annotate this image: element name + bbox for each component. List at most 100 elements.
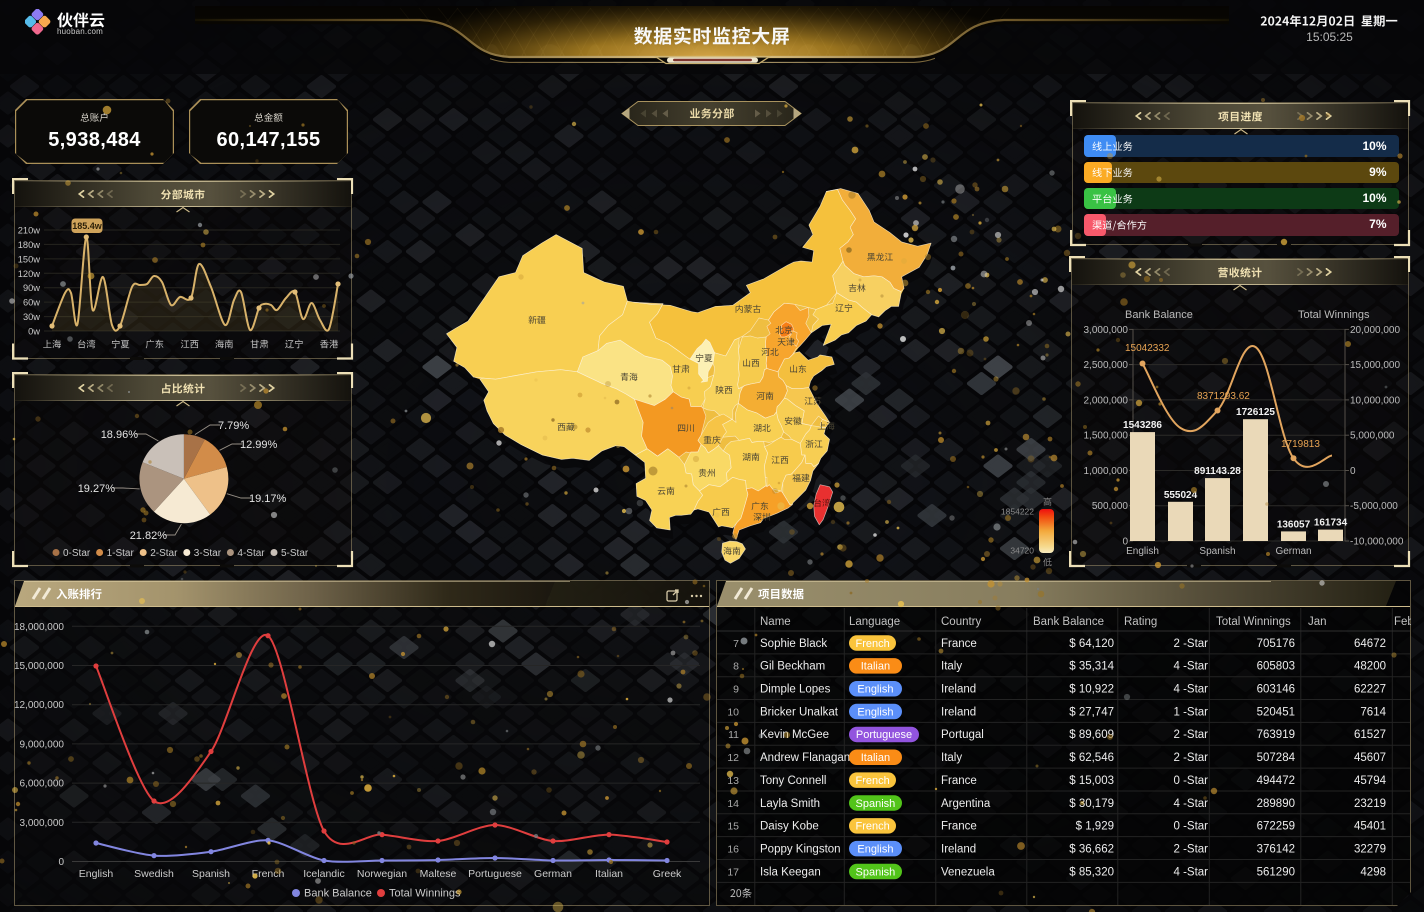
svg-text:1726125: 1726125	[1236, 407, 1275, 418]
svg-text:$ 27,747: $ 27,747	[1069, 706, 1114, 718]
svg-text:34720: 34720	[1010, 546, 1034, 556]
svg-text:Portuguese: Portuguese	[856, 729, 912, 741]
svg-text:Feb: Feb	[1394, 616, 1411, 628]
svg-text:Layla Smith: Layla Smith	[760, 798, 820, 810]
svg-text:Norwegian: Norwegian	[357, 868, 407, 880]
svg-text:1,500,000: 1,500,000	[1084, 431, 1129, 442]
svg-text:672259: 672259	[1257, 821, 1295, 833]
svg-text:0w: 0w	[28, 327, 40, 337]
svg-text:Portugal: Portugal	[941, 729, 984, 741]
svg-text:500,000: 500,000	[1092, 501, 1129, 512]
svg-text:0: 0	[1350, 466, 1356, 477]
svg-text:185.4w: 185.4w	[72, 221, 103, 231]
svg-text:Maltese: Maltese	[420, 868, 457, 880]
svg-text:1543286: 1543286	[1123, 420, 1162, 431]
svg-text:494472: 494472	[1257, 775, 1295, 787]
svg-text:$ 30,179: $ 30,179	[1069, 798, 1114, 810]
svg-text:Bank Balance: Bank Balance	[1033, 616, 1104, 628]
svg-text:German: German	[1275, 546, 1311, 557]
svg-text:0: 0	[58, 857, 64, 868]
svg-text:Daisy Kobe: Daisy Kobe	[760, 821, 819, 833]
svg-text:English: English	[857, 684, 893, 696]
svg-text:Total Winnings: Total Winnings	[389, 888, 461, 900]
svg-text:Gil Beckham: Gil Beckham	[760, 661, 825, 673]
svg-text:Spanish: Spanish	[856, 866, 896, 878]
svg-text:Spanish: Spanish	[192, 868, 230, 880]
svg-text:$ 15,003: $ 15,003	[1069, 775, 1114, 787]
svg-text:French: French	[855, 775, 889, 787]
svg-text:180w: 180w	[18, 240, 41, 250]
svg-text:705176: 705176	[1257, 638, 1295, 650]
svg-text:-5,000,000: -5,000,000	[1350, 501, 1398, 512]
svg-text:4 -Star: 4 -Star	[1173, 661, 1208, 673]
svg-text:Andrew Flanagan: Andrew Flanagan	[760, 752, 850, 764]
svg-text:Dimple Lopes: Dimple Lopes	[760, 684, 831, 696]
svg-text:603146: 603146	[1257, 684, 1295, 696]
svg-text:$ 64,120: $ 64,120	[1069, 638, 1114, 650]
svg-text:Isla Keegan: Isla Keegan	[760, 866, 821, 878]
svg-text:60w: 60w	[23, 298, 40, 308]
svg-text:555024: 555024	[1164, 490, 1198, 501]
svg-text:English: English	[857, 843, 893, 855]
svg-text:48200: 48200	[1354, 661, 1386, 673]
svg-text:$ 89,609: $ 89,609	[1069, 729, 1114, 741]
svg-text:3,000,000: 3,000,000	[1084, 325, 1129, 336]
svg-text:Italian: Italian	[861, 661, 890, 673]
svg-text:18,000,000: 18,000,000	[14, 622, 64, 633]
svg-text:7614: 7614	[1360, 706, 1386, 718]
svg-text:Ireland: Ireland	[941, 684, 976, 696]
svg-text:Name: Name	[760, 616, 791, 628]
svg-text:61527: 61527	[1354, 729, 1386, 741]
svg-text:Rating: Rating	[1124, 616, 1157, 628]
svg-text:French: French	[252, 868, 285, 880]
svg-text:Venezuela: Venezuela	[941, 866, 995, 878]
svg-text:1 -Star: 1 -Star	[1173, 706, 1208, 718]
svg-text:France: France	[941, 821, 977, 833]
svg-text:15042332: 15042332	[1125, 343, 1170, 354]
svg-text:Italy: Italy	[941, 661, 962, 673]
svg-text:Spanish: Spanish	[1199, 546, 1235, 557]
svg-text:14: 14	[727, 798, 739, 810]
svg-text:1719813: 1719813	[1281, 439, 1320, 450]
svg-text:150w: 150w	[18, 254, 41, 264]
svg-text:891143.28: 891143.28	[1194, 466, 1241, 477]
svg-text:Total Winnings: Total Winnings	[1216, 616, 1291, 628]
svg-text:9: 9	[733, 684, 739, 696]
svg-text:Ireland: Ireland	[941, 843, 976, 855]
svg-text:32279: 32279	[1354, 843, 1386, 855]
svg-text:561290: 561290	[1257, 866, 1295, 878]
svg-text:Total Winnings: Total Winnings	[1298, 309, 1370, 321]
svg-text:English: English	[79, 868, 114, 880]
svg-text:11: 11	[728, 729, 739, 741]
svg-text:5,000,000: 5,000,000	[1350, 431, 1395, 442]
svg-text:8: 8	[733, 661, 739, 673]
svg-text:Swedish: Swedish	[134, 868, 174, 880]
svg-text:64672: 64672	[1354, 638, 1386, 650]
svg-text:4 -Star: 4 -Star	[1173, 866, 1208, 878]
svg-text:0 -Star: 0 -Star	[1173, 821, 1208, 833]
svg-text:Argentina: Argentina	[941, 798, 991, 810]
svg-text:2 -Star: 2 -Star	[1173, 729, 1208, 741]
svg-text:12: 12	[727, 752, 739, 764]
svg-text:4 -Star: 4 -Star	[1173, 798, 1208, 810]
svg-text:90w: 90w	[23, 283, 40, 293]
svg-text:$ 35,314: $ 35,314	[1069, 661, 1114, 673]
svg-text:15: 15	[727, 821, 739, 833]
svg-text:520451: 520451	[1257, 706, 1295, 718]
svg-text:$ 62,546: $ 62,546	[1069, 752, 1114, 764]
svg-text:Spanish: Spanish	[856, 798, 896, 810]
svg-text:Jan: Jan	[1308, 616, 1327, 628]
svg-text:1,000,000: 1,000,000	[1084, 466, 1129, 477]
svg-text:1854222: 1854222	[1001, 507, 1034, 517]
svg-text:Country: Country	[941, 616, 982, 628]
svg-text:8371293.62: 8371293.62	[1197, 391, 1250, 402]
svg-text:Greek: Greek	[653, 868, 682, 880]
svg-text:15,000,000: 15,000,000	[1350, 360, 1400, 371]
svg-text:23219: 23219	[1354, 798, 1386, 810]
svg-text:-10,000,000: -10,000,000	[1350, 537, 1404, 548]
svg-text:Sophie Black: Sophie Black	[760, 638, 827, 650]
svg-text:Language: Language	[849, 616, 900, 628]
svg-text:French: French	[855, 821, 889, 833]
svg-text:0 -Star: 0 -Star	[1173, 775, 1208, 787]
svg-text:4 -Star: 4 -Star	[1173, 684, 1208, 696]
